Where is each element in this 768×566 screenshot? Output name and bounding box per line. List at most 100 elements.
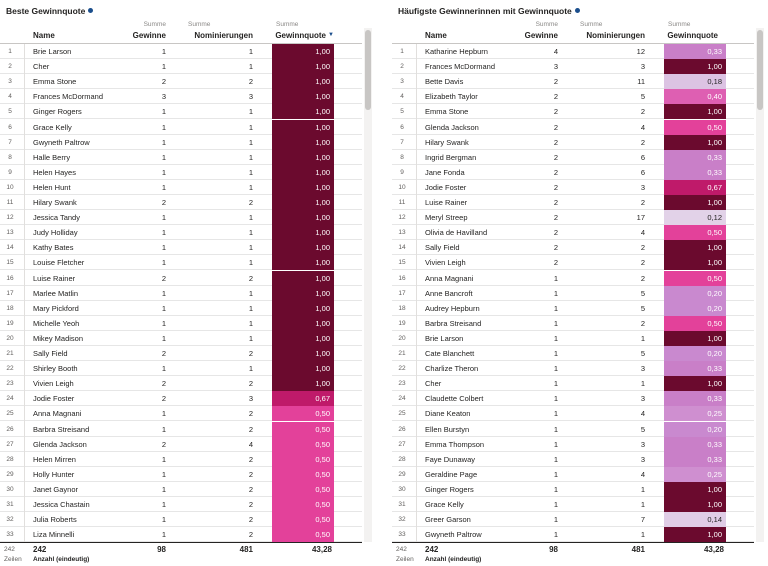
table-row[interactable]: 12 Jessica Tandy 1 1 1,00 [0, 210, 362, 226]
table-row[interactable]: 3 Emma Stone 2 2 1,00 [0, 74, 362, 90]
table-row[interactable]: 32 Julia Roberts 1 2 0,50 [0, 512, 362, 528]
table-row[interactable]: 7 Gwyneth Paltrow 1 1 1,00 [0, 134, 362, 150]
wins-cell: 1 [553, 424, 558, 434]
table-row[interactable]: 24 Jodie Foster 2 3 0,67 [0, 391, 362, 407]
table-row[interactable]: 29 Holly Hunter 1 2 0,50 [0, 466, 362, 482]
table-row[interactable]: 10 Helen Hunt 1 1 1,00 [0, 179, 362, 195]
name-cell: Cher [33, 62, 50, 72]
scrollbar-thumb[interactable] [757, 30, 763, 110]
table-row[interactable]: 21 Sally Field 2 2 1,00 [0, 346, 362, 362]
table-row[interactable]: 4 Elizabeth Taylor 2 5 0,40 [392, 89, 754, 105]
row-index: 27 [6, 440, 14, 448]
table-row[interactable]: 14 Kathy Bates 1 1 1,00 [0, 240, 362, 256]
wins-cell: 2 [161, 273, 166, 283]
header-nominations[interactable]: Summe Nominierungen [580, 21, 645, 40]
table-row[interactable]: 33 Liza Minnelli 1 2 0,50 [0, 527, 362, 542]
table-row[interactable]: 25 Diane Keaton 1 4 0,25 [392, 406, 754, 422]
table-row[interactable]: 28 Helen Mirren 1 2 0,50 [0, 451, 362, 467]
table-row[interactable]: 20 Brie Larson 1 1 1,00 [392, 330, 754, 346]
table-row[interactable]: 10 Jodie Foster 2 3 0,67 [392, 179, 754, 195]
wins-cell: 1 [161, 182, 166, 192]
table-row[interactable]: 18 Mary Pickford 1 1 1,00 [0, 300, 362, 316]
table-row[interactable]: 13 Judy Holliday 1 1 1,00 [0, 225, 362, 241]
name-cell: Liza Minnelli [33, 530, 75, 540]
table-row[interactable]: 31 Jessica Chastain 1 2 0,50 [0, 497, 362, 513]
table-row[interactable]: 11 Luise Rainer 2 2 1,00 [392, 195, 754, 211]
table-row[interactable]: 12 Meryl Streep 2 17 0,12 [392, 210, 754, 226]
nominations-cell: 1 [640, 379, 645, 389]
table-row[interactable]: 30 Janet Gaynor 1 2 0,50 [0, 481, 362, 497]
winrate-cell: 0,40 [664, 89, 726, 105]
nominations-cell: 3 [248, 394, 253, 404]
table-row[interactable]: 11 Hilary Swank 2 2 1,00 [0, 195, 362, 211]
table-row[interactable]: 22 Charlize Theron 1 3 0,33 [392, 361, 754, 377]
table-row[interactable]: 22 Shirley Booth 1 1 1,00 [0, 361, 362, 377]
table-row[interactable]: 16 Luise Rainer 2 2 1,00 [0, 270, 362, 286]
table-row[interactable]: 33 Gwyneth Paltrow 1 1 1,00 [392, 527, 754, 542]
nominations-cell: 2 [248, 454, 253, 464]
wins-cell: 1 [553, 439, 558, 449]
table-row[interactable]: 23 Vivien Leigh 2 2 1,00 [0, 376, 362, 392]
table-row[interactable]: 5 Ginger Rogers 1 1 1,00 [0, 104, 362, 120]
table-row[interactable]: 15 Louise Fletcher 1 1 1,00 [0, 255, 362, 271]
table-row[interactable]: 23 Cher 1 1 1,00 [392, 376, 754, 392]
table-row[interactable]: 32 Greer Garson 1 7 0,14 [392, 512, 754, 528]
winrate-cell: 1,00 [272, 300, 334, 316]
winrate-cell: 1,00 [664, 59, 726, 75]
vertical-scrollbar[interactable] [756, 28, 764, 542]
table-row[interactable]: 5 Emma Stone 2 2 1,00 [392, 104, 754, 120]
table-row[interactable]: 21 Cate Blanchett 1 5 0,20 [392, 346, 754, 362]
header-name[interactable]: Name [33, 31, 55, 40]
table-row[interactable]: 2 Frances McDormand 3 3 1,00 [392, 59, 754, 75]
name-cell: Holly Hunter [33, 469, 75, 479]
table-row[interactable]: 8 Halle Berry 1 1 1,00 [0, 149, 362, 165]
table-row[interactable]: 31 Grace Kelly 1 1 1,00 [392, 497, 754, 513]
table-row[interactable]: 20 Mikey Madison 1 1 1,00 [0, 330, 362, 346]
table-row[interactable]: 14 Sally Field 2 2 1,00 [392, 240, 754, 256]
table-row[interactable]: 3 Bette Davis 2 11 0,18 [392, 74, 754, 90]
row-index: 21 [6, 350, 14, 357]
table-row[interactable]: 17 Anne Bancroft 1 5 0,20 [392, 285, 754, 301]
header-nominations[interactable]: Summe Nominierungen [188, 21, 253, 40]
header-winrate[interactable]: Summe Gewinnquote ▼ [275, 21, 334, 40]
table-row[interactable]: 19 Michelle Yeoh 1 1 1,00 [0, 315, 362, 331]
nominations-cell: 5 [640, 92, 645, 102]
table-row[interactable]: 17 Marlee Matlin 1 1 1,00 [0, 285, 362, 301]
header-wins[interactable]: Summe Gewinne [524, 21, 558, 40]
header-name[interactable]: Name [425, 31, 447, 40]
table-row[interactable]: 7 Hilary Swank 2 2 1,00 [392, 134, 754, 150]
row-index: 12 [6, 214, 14, 222]
sort-descending-icon[interactable]: ▼ [328, 32, 334, 38]
nominations-cell: 2 [248, 530, 253, 540]
table-row[interactable]: 2 Cher 1 1 1,00 [0, 59, 362, 75]
table-row[interactable]: 1 Brie Larson 1 1 1,00 [0, 44, 362, 60]
table-row[interactable]: 6 Glenda Jackson 2 4 0,50 [392, 119, 754, 135]
table-row[interactable]: 9 Helen Hayes 1 1 1,00 [0, 164, 362, 180]
table-row[interactable]: 13 Olivia de Havilland 2 4 0,50 [392, 225, 754, 241]
table-row[interactable]: 9 Jane Fonda 2 6 0,33 [392, 164, 754, 180]
header-winrate[interactable]: Summe Gewinnquote [667, 21, 718, 40]
table-row[interactable]: 30 Ginger Rogers 1 1 1,00 [392, 481, 754, 497]
wins-cell: 1 [553, 469, 558, 479]
table-row[interactable]: 18 Audrey Hepburn 1 5 0,20 [392, 300, 754, 316]
table-row[interactable]: 15 Vivien Leigh 2 2 1,00 [392, 255, 754, 271]
table-row[interactable]: 1 Katharine Hepburn 4 12 0,33 [392, 44, 754, 60]
table-row[interactable]: 25 Anna Magnani 1 2 0,50 [0, 406, 362, 422]
winrate-cell: 1,00 [664, 376, 726, 392]
table-row[interactable]: 27 Glenda Jackson 2 4 0,50 [0, 436, 362, 452]
table-row[interactable]: 4 Frances McDormand 3 3 1,00 [0, 89, 362, 105]
table-row[interactable]: 29 Geraldine Page 1 4 0,25 [392, 466, 754, 482]
table-row[interactable]: 26 Barbra Streisand 1 2 0,50 [0, 421, 362, 437]
scrollbar-thumb[interactable] [365, 30, 371, 110]
table-row[interactable]: 19 Barbra Streisand 1 2 0,50 [392, 315, 754, 331]
table-row[interactable]: 8 Ingrid Bergman 2 6 0,33 [392, 149, 754, 165]
table-row[interactable]: 26 Ellen Burstyn 1 5 0,20 [392, 421, 754, 437]
table-row[interactable]: 27 Emma Thompson 1 3 0,33 [392, 436, 754, 452]
table-row[interactable]: 24 Claudette Colbert 1 3 0,33 [392, 391, 754, 407]
table-row[interactable]: 6 Grace Kelly 1 1 1,00 [0, 119, 362, 135]
table-row[interactable]: 28 Faye Dunaway 1 3 0,33 [392, 451, 754, 467]
header-wins[interactable]: Summe Gewinne [132, 21, 166, 40]
nominations-cell: 4 [640, 469, 645, 479]
vertical-scrollbar[interactable] [364, 28, 372, 542]
table-row[interactable]: 16 Anna Magnani 1 2 0,50 [392, 270, 754, 286]
